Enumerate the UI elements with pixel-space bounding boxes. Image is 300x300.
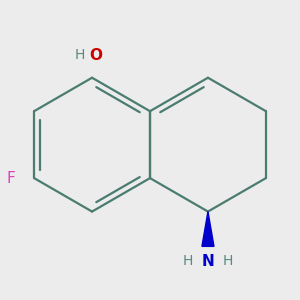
Text: H: H	[223, 254, 233, 268]
Text: H: H	[183, 254, 193, 268]
Text: F: F	[7, 171, 15, 186]
Text: O: O	[89, 48, 102, 63]
Polygon shape	[202, 212, 214, 246]
Text: N: N	[202, 254, 214, 268]
Text: H: H	[75, 48, 85, 62]
